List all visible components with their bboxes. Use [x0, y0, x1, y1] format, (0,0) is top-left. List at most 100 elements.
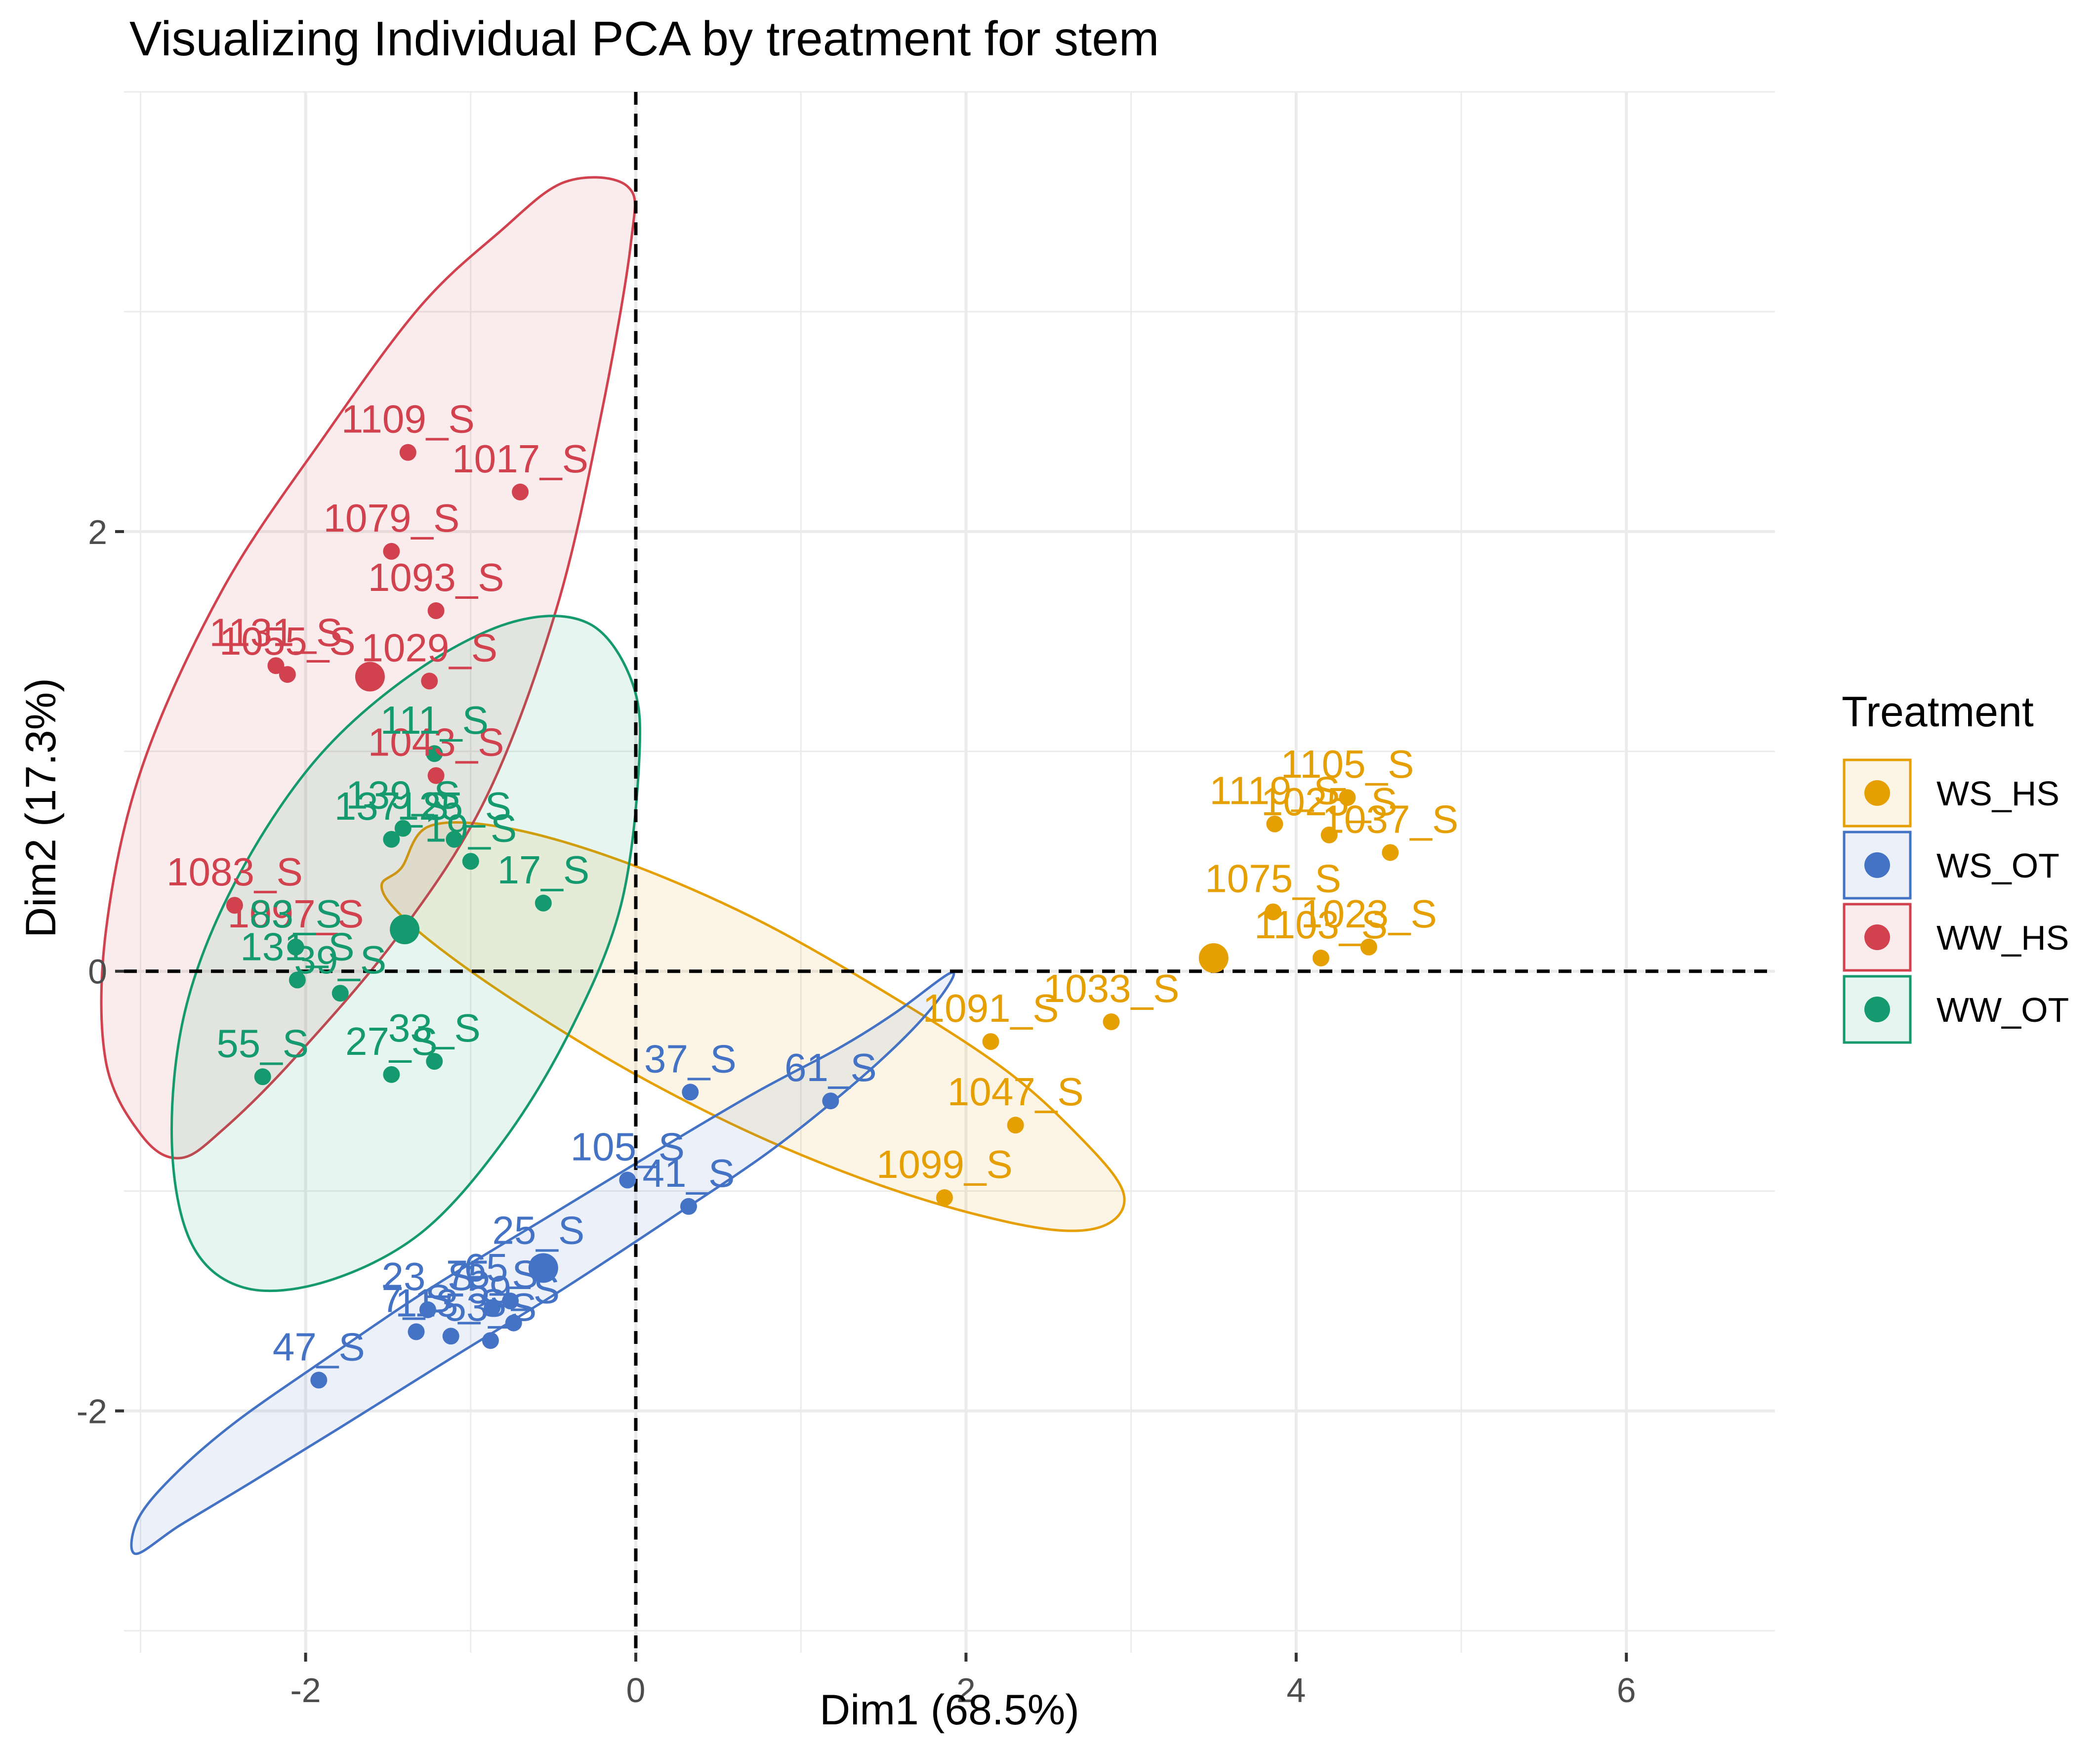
legend-item-ws_hs: WS_HS — [1843, 758, 2059, 828]
legend-marker — [1864, 997, 1890, 1022]
reference-lines — [124, 92, 1775, 1653]
group-centroid — [355, 662, 385, 692]
point-label: 1103_S — [1254, 903, 1388, 947]
group-centroid — [1198, 943, 1229, 973]
x-tick-label: -2 — [290, 1671, 321, 1710]
point-label: 19_S — [424, 806, 517, 850]
data-point — [1103, 1013, 1120, 1031]
point-label: 111_S — [380, 698, 489, 742]
data-point — [1320, 826, 1338, 843]
legend-key — [1843, 903, 1912, 972]
data-point — [279, 666, 296, 683]
x-axis-title: Dim1 (68.5%) — [820, 1686, 1079, 1734]
point-label: 1047_S — [947, 1070, 1084, 1114]
point-label: 1055_S — [219, 619, 356, 663]
data-point — [1382, 844, 1399, 861]
x-tick-label: 4 — [1286, 1671, 1306, 1710]
point-label: 1093_S — [368, 555, 504, 599]
y-tick-label: 2 — [88, 513, 107, 551]
ellipse-ws_hs — [380, 821, 1126, 1232]
point-label: 113_S — [395, 1281, 506, 1325]
y-axis-title: Dim2 (17.3%) — [17, 678, 65, 938]
data-point — [482, 1332, 499, 1349]
group-centroid — [528, 1253, 558, 1283]
data-point — [394, 820, 412, 837]
data-point — [982, 1033, 999, 1050]
point-label: 1091_S — [923, 986, 1059, 1030]
data-point — [287, 938, 304, 956]
data-point — [331, 985, 349, 1002]
data-point — [383, 831, 400, 848]
data-point — [1360, 938, 1377, 956]
data-point — [288, 971, 306, 989]
data-point — [419, 1301, 436, 1318]
data-point — [442, 1328, 459, 1345]
point-label: 25_S — [492, 1208, 584, 1252]
legend-label: WS_HS — [1936, 774, 2059, 813]
point-label: 65_S — [464, 1246, 557, 1290]
y-tick-label: 0 — [88, 953, 107, 991]
point-label: 27_S — [345, 1019, 438, 1063]
legend-marker — [1864, 852, 1890, 878]
point-label: 17_S — [497, 848, 589, 892]
data-point — [535, 894, 552, 912]
point-label: 1099_S — [876, 1142, 1013, 1186]
point-label: 1079_S — [323, 496, 459, 540]
data-point — [1266, 815, 1283, 833]
data-point — [226, 897, 243, 914]
point-label: 1025_S — [1261, 780, 1398, 824]
data-point — [682, 1084, 699, 1101]
point-label: 41_S — [643, 1151, 735, 1195]
data-point — [427, 602, 445, 620]
legend-item-ww_ot: WW_OT — [1843, 975, 2069, 1044]
data-point — [399, 444, 416, 461]
data-point — [502, 1293, 519, 1310]
data-point — [383, 1066, 400, 1083]
point-label: 1029_S — [361, 626, 497, 669]
point-label: 1097_S — [228, 892, 364, 936]
point-label: 1037_S — [1322, 797, 1458, 841]
x-tick-label: 2 — [956, 1671, 976, 1710]
group-centroid — [390, 915, 420, 945]
legend: Treatment WS_HS WS_OT WW_HS WW_OT — [1842, 688, 2069, 1044]
point-label: 1109_S — [341, 397, 475, 441]
data-point — [254, 1068, 271, 1085]
chart-title: Visualizing Individual PCA by treatment … — [129, 11, 1159, 66]
data-point — [310, 1372, 328, 1389]
legend-marker — [1864, 780, 1890, 806]
point-label: 83_S — [249, 892, 342, 936]
point-label: 23_S — [382, 1254, 474, 1298]
legend-label: WS_OT — [1936, 846, 2059, 885]
data-point — [1312, 950, 1329, 967]
data-point — [421, 672, 438, 690]
data-point — [505, 1314, 522, 1332]
point-label: 1023_S — [1301, 892, 1437, 936]
legend-item-ws_ot: WS_OT — [1843, 831, 2059, 900]
point-label: 39_S — [294, 938, 386, 982]
point-label: 1105_S — [1280, 742, 1414, 786]
point-label: 59_S — [467, 1268, 560, 1312]
point-label: 7_S — [381, 1276, 451, 1320]
point-label: 37_S — [644, 1037, 737, 1081]
x-tick-label: 6 — [1617, 1671, 1636, 1710]
data-point — [408, 1323, 425, 1340]
data-point — [1007, 1117, 1024, 1134]
data-point — [680, 1198, 697, 1215]
grid — [124, 91, 1775, 1653]
point-label: 1119_S — [1209, 769, 1340, 813]
data-point — [1265, 903, 1282, 920]
legend-marker — [1864, 924, 1890, 950]
point-label: 1083_S — [166, 850, 303, 894]
data-points — [226, 444, 1399, 1389]
point-label: 75_S — [446, 1252, 538, 1296]
data-point — [427, 767, 445, 784]
data-point — [446, 831, 463, 848]
point-label: 137_S — [334, 784, 449, 828]
point-label: 131_S — [240, 925, 354, 969]
data-point — [462, 853, 479, 870]
legend-title: Treatment — [1842, 688, 2034, 736]
axes: -2 0 2 4 6 -2 0 2 — [77, 513, 1636, 1710]
point-label: 1043_S — [368, 720, 504, 764]
